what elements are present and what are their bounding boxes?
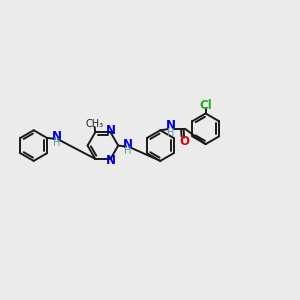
Text: H: H	[53, 138, 60, 148]
Text: N: N	[106, 124, 116, 137]
Text: CH₃: CH₃	[85, 119, 104, 129]
Text: O: O	[179, 135, 189, 148]
Text: N: N	[106, 154, 116, 167]
Text: Cl: Cl	[199, 99, 212, 112]
Text: H: H	[167, 128, 175, 138]
Text: H: H	[124, 146, 131, 156]
Text: N: N	[51, 130, 62, 143]
Text: N: N	[123, 138, 133, 151]
Text: N: N	[166, 119, 176, 132]
